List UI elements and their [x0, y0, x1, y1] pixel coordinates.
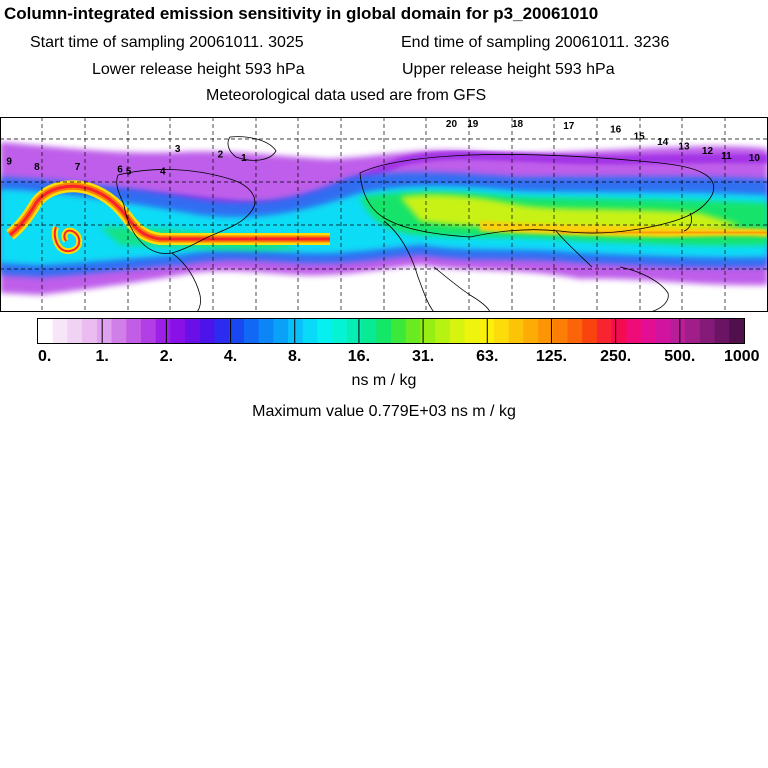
colorbar-cell	[449, 319, 466, 343]
colorbar-tick-label: 16.	[348, 348, 370, 364]
release-point-label: 10	[749, 153, 761, 164]
colorbar-cell	[685, 319, 701, 343]
colorbar-cell	[405, 319, 422, 343]
colorbar-cell	[170, 319, 186, 343]
colorbar-tick-label: 1000.	[724, 348, 760, 364]
colorbar-cell	[376, 319, 392, 343]
colorbar-cell	[699, 319, 716, 343]
colorbar-cell	[302, 319, 319, 343]
colorbar-cells	[38, 319, 745, 343]
colorbar-tick-label: 0.	[38, 348, 51, 364]
colorbar-cell	[714, 319, 730, 343]
release-point-label: 6	[117, 164, 123, 175]
colorbar-cell	[214, 319, 230, 343]
colorbar-cell	[729, 319, 745, 343]
colorbar-cell	[155, 319, 171, 343]
western-plume-loop	[6, 180, 330, 255]
colorbar-cell	[38, 319, 54, 343]
release-point-label: 12	[702, 146, 714, 157]
colorbar: 0. 1. 2. 4. 8. 16. 31. 63. 125. 250. 500. 1000.	[37, 318, 760, 364]
colorbar-cell	[111, 319, 127, 343]
colorbar-cell	[361, 319, 377, 343]
colorbar-cell	[96, 319, 113, 343]
release-point-label: 13	[678, 142, 690, 153]
colorbar-cell	[420, 319, 436, 343]
met-data-text: Meteorological data used are from GFS	[206, 87, 487, 104]
end-time-text: End time of sampling 20061011. 3236	[401, 34, 670, 51]
release-point-label: 9	[6, 157, 12, 168]
colorbar-frame	[37, 318, 745, 344]
colorbar-cell	[582, 319, 598, 343]
colorbar-tick-label: 2.	[160, 348, 173, 364]
colorbar-cell	[140, 319, 157, 343]
colorbar-tick-label: 1.	[96, 348, 109, 364]
colorbar-cell	[493, 319, 510, 343]
colorbar-cell	[229, 319, 245, 343]
colorbar-cell	[567, 319, 583, 343]
colorbar-cell	[199, 319, 216, 343]
lat-lon-grid	[0, 117, 768, 312]
release-point-label: 5	[126, 167, 132, 178]
colorbar-cell	[626, 319, 642, 343]
colorbar-tick-label: 250.	[600, 348, 631, 364]
colorbar-cell	[596, 319, 613, 343]
colorbar-cell	[258, 319, 274, 343]
colorbar-cell	[82, 319, 98, 343]
colorbar-cell	[641, 319, 657, 343]
colorbar-tick-labels: 0. 1. 2. 4. 8. 16. 31. 63. 125. 250. 500. 1000.	[38, 319, 760, 364]
colorbar-cell	[67, 319, 83, 343]
release-point-label: 20	[446, 119, 458, 130]
colorbar-cell	[538, 319, 554, 343]
release-point-label: 14	[657, 137, 669, 148]
colorbar-cell	[655, 319, 672, 343]
map-title: Column-integrated emission sensitivity i…	[4, 4, 599, 23]
colorbar-cell	[243, 319, 260, 343]
release-point-label: 7	[75, 162, 81, 173]
sensitivity-map: 20 19 18 17 16 15 14 13 12 11 10 9 8 7 6 5 4 3 2 1	[0, 117, 768, 312]
release-point-label: 19	[467, 119, 479, 130]
colorbar-tick-label: 4.	[224, 348, 237, 364]
colorbar-cell	[52, 319, 69, 343]
colorbar-cell	[346, 319, 363, 343]
release-point-label: 2	[218, 150, 224, 161]
colorbar-tick-label: 63.	[476, 348, 498, 364]
release-point-label: 11	[721, 151, 732, 162]
colorbar-tick-label: 125.	[536, 348, 567, 364]
colorbar-cell	[391, 319, 407, 343]
colorbar-units: ns m / kg	[351, 372, 417, 389]
colorbar-cell	[185, 319, 201, 343]
colorbar-tick-label: 31.	[412, 348, 434, 364]
colorbar-cell	[332, 319, 348, 343]
colorbar-cell	[273, 319, 289, 343]
colorbar-cell	[126, 319, 142, 343]
release-point-label: 3	[175, 144, 181, 155]
colorbar-cell	[435, 319, 451, 343]
colorbar-cell	[464, 319, 480, 343]
colorbar-cell	[611, 319, 627, 343]
maximum-value-text: Maximum value 0.779E+03 ns m / kg	[252, 403, 516, 420]
release-point-label: 8	[34, 162, 40, 173]
colorbar-cell	[317, 319, 333, 343]
release-point-label: 16	[610, 125, 622, 136]
colorbar-cell	[523, 319, 539, 343]
colorbar-cell	[288, 319, 304, 343]
colorbar-tick-label: 500.	[664, 348, 695, 364]
release-point-label: 4	[160, 167, 166, 178]
coastlines	[116, 136, 714, 312]
release-point-label: 15	[634, 131, 646, 142]
lower-height-text: Lower release height 593 hPa	[92, 61, 305, 78]
colorbar-tick-label: 8.	[288, 348, 301, 364]
upper-height-text: Upper release height 593 hPa	[402, 61, 615, 78]
release-point-label: 1	[241, 153, 247, 164]
release-point-labels: 20 19 18 17 16 15 14 13 12 11 10 9 8 7 6 5 4 3 2 1	[6, 119, 760, 178]
release-point-label: 18	[512, 119, 524, 130]
start-time-text: Start time of sampling 20061011. 3025	[30, 34, 304, 51]
colorbar-cell	[670, 319, 686, 343]
release-point-label: 17	[563, 121, 575, 132]
colorbar-cell	[508, 319, 524, 343]
colorbar-cell	[552, 319, 569, 343]
